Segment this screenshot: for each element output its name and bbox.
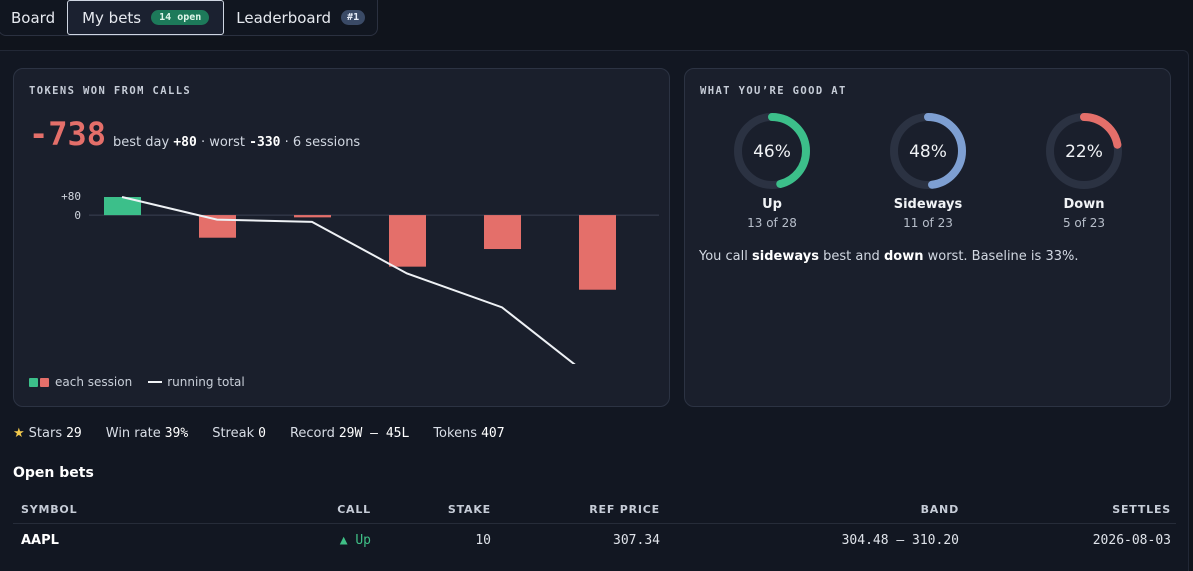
col-settles[interactable]: SETTLES [1112,502,1171,516]
ring-sideways-label: Sideways [893,197,963,212]
separator: · [284,135,289,150]
ring-percent: 48% [909,142,947,162]
best-day-label: best day [113,135,170,150]
col-symbol[interactable]: SYMBOL [21,502,78,516]
legend-line-swatch [148,381,163,383]
ring-sideways-chart: 48% [890,113,966,189]
best-day-value: +80 [173,135,197,150]
stats-row: ★ Stars 29 Win rate 39% Streak 0 Record 29W –… [13,426,505,441]
star-icon: ★ [13,426,25,441]
tokens-card-title: TOKENS WON FROM CALLS [29,85,192,97]
stat-stars: ★ Stars 29 [13,426,82,441]
tab-board-label: Board [11,8,56,27]
stars-label: Stars [28,426,63,441]
tab-bar: Board My bets 14 open Leaderboard #1 [0,0,379,36]
session-bar [389,215,426,267]
session-bar [294,215,331,218]
ring-up: 46% Up 13 of 28 [712,111,832,230]
ring-percent: 46% [753,142,791,162]
y-tick-label: +80 [61,190,81,203]
cell-call: ▲ Up [339,532,371,548]
ring-down-label: Down [1063,197,1105,212]
tokens-value: 407 [481,426,505,441]
tokens-card: TOKENS WON FROM CALLS -738 best day +80 … [13,68,670,407]
open-bets-title: Open bets [13,465,94,481]
session-bar [484,215,521,250]
ring-down-sub: 5 of 23 [1062,216,1106,230]
stat-tokens: Tokens 407 [433,426,504,441]
open-bets-table: SYMBOL CALL STAKE REF PRICE BAND SETTLES… [13,495,1176,556]
legend-swatch-negative [40,377,49,387]
stat-record: Record 29W – 45L [290,426,409,441]
ring-progress [890,113,966,189]
streak-value: 0 [258,426,266,441]
tab-board[interactable]: Board [0,0,67,35]
rank-badge: #1 [341,10,366,25]
y-tick-label: 0 [74,209,81,222]
session-bar [104,197,141,216]
col-band[interactable]: BAND [920,502,959,516]
ring-progress [734,113,810,189]
note-post: worst. Baseline is 33%. [927,249,1079,264]
tokens-chart: +800-738Jul 6Jul 10Jul 20Jul 27Jul 28Jul… [61,190,659,364]
col-ref-price[interactable]: REF PRICE [589,502,660,516]
tab-my-bets-label: My bets [82,8,142,27]
sessions-count: 6 sessions [292,135,361,150]
winrate-label: Win rate [105,426,161,441]
my-bets-panel: TOKENS WON FROM CALLS -738 best day +80 … [0,50,1189,571]
legend-total-label: running total [167,375,245,389]
tab-leaderboard[interactable]: Leaderboard #1 [224,0,377,35]
good-at-note: You call sideways best and down worst. B… [699,249,1078,264]
stars-value: 29 [66,426,82,441]
col-call[interactable]: CALL [337,502,371,516]
tokens-total: -738 [29,115,107,153]
cell-settles: 2026-08-03 [1092,532,1171,548]
tab-my-bets[interactable]: My bets 14 open [67,0,225,35]
worst-day-value: -330 [249,135,281,150]
note-worst: down [883,249,924,264]
cell-symbol: AAPL [21,532,59,548]
stat-streak: Streak 0 [212,426,266,441]
open-count-badge: 14 open [151,10,210,25]
winrate-value: 39% [164,426,189,441]
ring-sideways: 48% Sideways 11 of 23 [868,111,988,230]
col-stake[interactable]: STAKE [447,502,491,516]
cell-ref-price: 307.34 [613,532,660,548]
ring-progress [1046,113,1122,189]
note-best: sideways [752,249,819,264]
ring-up-chart: 46% [734,113,810,189]
ring-percent: 22% [1065,142,1103,162]
record-value: 29W – 45L [338,426,410,441]
separator: · [200,135,206,150]
good-at-card: WHAT YOU’RE GOOD AT 46% Up 13 of 28 48% … [684,68,1171,407]
ring-up-sub: 13 of 28 [747,216,797,230]
worst-day-label: worst [209,135,246,150]
running-total-line [121,196,576,364]
tokens-summary: best day +80 · worst -330 · 6 sessions [113,135,360,150]
note-pre: You call [699,249,748,264]
cell-band: 304.48 – 310.20 [841,532,959,548]
good-at-title: WHAT YOU’RE GOOD AT [700,85,847,97]
table-row[interactable]: AAPL ▲ Up 10 307.34 304.48 – 310.20 2026… [13,524,1176,556]
session-bar [579,215,616,290]
stat-winrate: Win rate 39% [106,426,188,441]
streak-label: Streak [212,426,255,441]
legend-session-label: each session [55,375,133,389]
tokens-label: Tokens [433,426,478,441]
tab-leaderboard-label: Leaderboard [236,8,332,27]
record-label: Record [289,426,335,441]
ring-sideways-sub: 11 of 23 [903,216,953,230]
ring-down-chart: 22% [1046,113,1122,189]
table-header: SYMBOL CALL STAKE REF PRICE BAND SETTLES [13,495,1176,524]
legend-swatch-positive [29,377,38,387]
cell-stake: 10 [475,532,491,548]
ring-up-label: Up [762,197,782,212]
chart-legend: each session running total [29,375,245,389]
session-bar [199,215,236,238]
note-mid: best and [823,249,880,264]
ring-down: 22% Down 5 of 23 [1024,111,1144,230]
